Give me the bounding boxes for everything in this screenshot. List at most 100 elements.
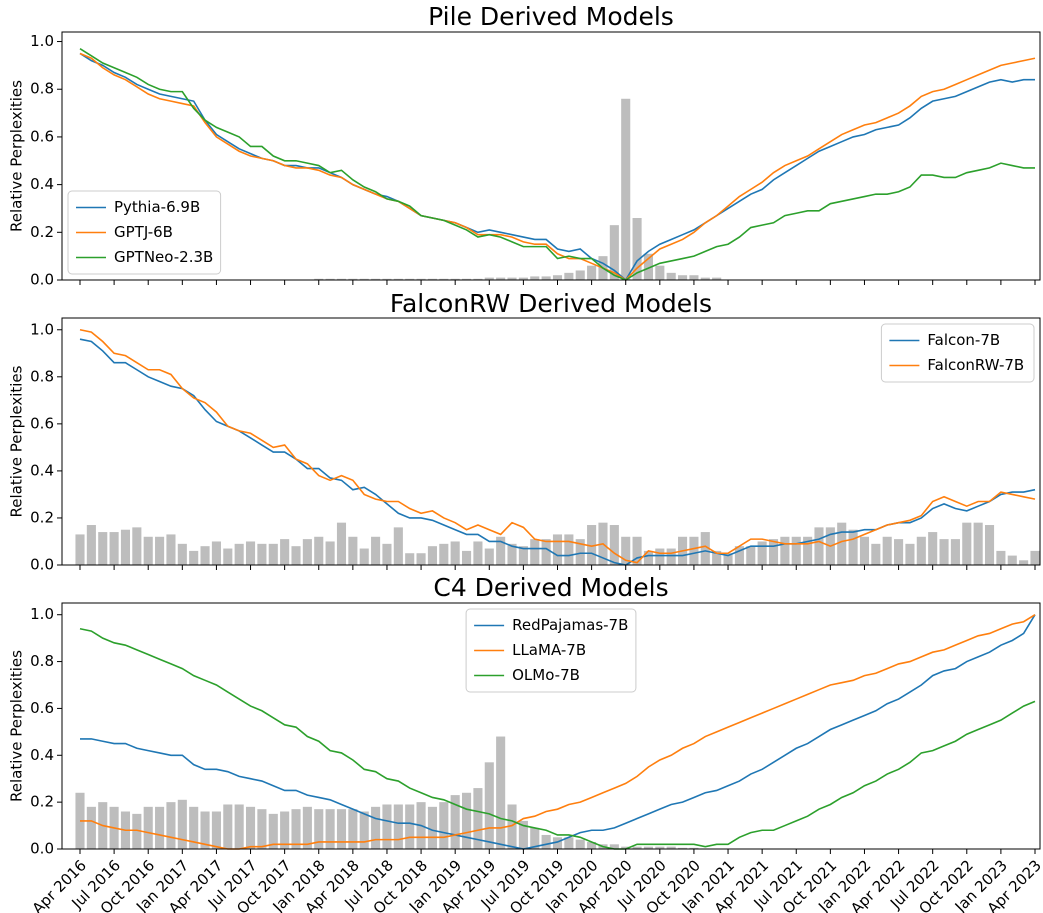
bar <box>666 272 676 280</box>
bar <box>166 802 176 849</box>
bar <box>666 846 676 849</box>
bar <box>245 541 256 565</box>
bar <box>848 529 858 565</box>
chart-title: C4 Derived Models <box>433 573 668 602</box>
bar <box>109 532 119 565</box>
bar <box>359 278 369 280</box>
y-tick-label: 0.4 <box>30 461 54 479</box>
bar <box>643 550 653 565</box>
bar <box>587 525 597 565</box>
bar <box>643 846 653 849</box>
bar <box>98 532 108 565</box>
bar <box>768 539 779 565</box>
y-tick-label: 0.0 <box>30 271 54 289</box>
bar <box>257 543 267 565</box>
bar <box>484 762 494 849</box>
bar <box>189 550 199 565</box>
axes-frame <box>61 31 1041 281</box>
bar <box>223 548 233 565</box>
bar <box>200 811 210 849</box>
line-series <box>79 328 1036 564</box>
bar <box>382 278 392 280</box>
y-tick-label: 1.0 <box>30 320 54 338</box>
bar <box>541 539 551 565</box>
legend-label: GPTJ-6B <box>114 223 173 241</box>
axes-frame <box>61 602 1041 850</box>
bar <box>757 541 767 565</box>
y-tick-label: 0.8 <box>30 652 54 670</box>
bar <box>530 276 540 280</box>
bar <box>427 546 437 565</box>
y-tick-label: 0.6 <box>30 127 54 145</box>
bar <box>450 795 460 849</box>
bar <box>325 809 335 849</box>
bar <box>405 553 415 565</box>
bar <box>1007 555 1017 565</box>
line-series <box>79 52 1036 282</box>
bar <box>280 811 290 849</box>
bar <box>916 536 926 565</box>
bar <box>132 813 142 849</box>
bar <box>496 277 506 280</box>
bar <box>211 811 221 849</box>
bar <box>416 278 426 280</box>
bar <box>462 792 472 849</box>
bar <box>518 546 528 565</box>
bar <box>484 277 494 280</box>
bar <box>609 225 619 280</box>
bar <box>291 546 301 565</box>
bar <box>552 275 563 280</box>
legend-label: RedPajamas-7B <box>512 616 628 634</box>
legend-label: Falcon-7B <box>927 331 1000 349</box>
bar <box>507 543 517 565</box>
bar <box>530 539 540 565</box>
y-tick-label: 0.2 <box>30 793 54 811</box>
bar <box>405 804 415 849</box>
bar <box>575 539 585 565</box>
chart-title: FalconRW Derived Models <box>390 289 712 318</box>
bar <box>416 553 426 565</box>
y-axis-label: Relative Perplexities <box>8 650 26 802</box>
bar <box>928 532 938 565</box>
bar <box>371 278 381 280</box>
bar <box>871 543 881 565</box>
y-tick-label: 0.2 <box>30 508 54 526</box>
bar <box>393 278 403 280</box>
bar <box>382 543 392 565</box>
bar <box>302 806 312 849</box>
bar <box>211 541 221 565</box>
bar <box>484 548 494 565</box>
legend-label: Pythia-6.9B <box>114 198 200 216</box>
bar <box>427 806 437 849</box>
bar <box>268 543 278 565</box>
bar <box>632 846 642 849</box>
legend-label: FalconRW-7B <box>927 356 1024 374</box>
bar <box>962 522 972 565</box>
bar <box>723 553 733 565</box>
bar <box>632 536 642 565</box>
bar <box>700 277 710 280</box>
bar <box>996 550 1006 565</box>
bar <box>541 276 551 280</box>
y-tick-label: 1.0 <box>30 32 54 50</box>
bar <box>587 265 597 280</box>
bar <box>234 804 244 849</box>
bar <box>177 799 187 849</box>
bar <box>393 527 403 565</box>
bar <box>666 548 676 565</box>
bar <box>518 277 528 280</box>
legend-box <box>880 323 1035 383</box>
y-tick-label: 0.4 <box>30 746 54 764</box>
bar <box>518 820 528 849</box>
y-tick-label: 0.6 <box>30 699 54 717</box>
bar <box>575 270 585 280</box>
bar <box>496 536 506 565</box>
bar <box>189 806 199 849</box>
bar <box>609 844 619 849</box>
bar <box>473 278 483 280</box>
y-tick-label: 0.8 <box>30 367 54 385</box>
bar <box>609 525 619 565</box>
bar <box>530 827 540 849</box>
bar <box>712 277 722 280</box>
